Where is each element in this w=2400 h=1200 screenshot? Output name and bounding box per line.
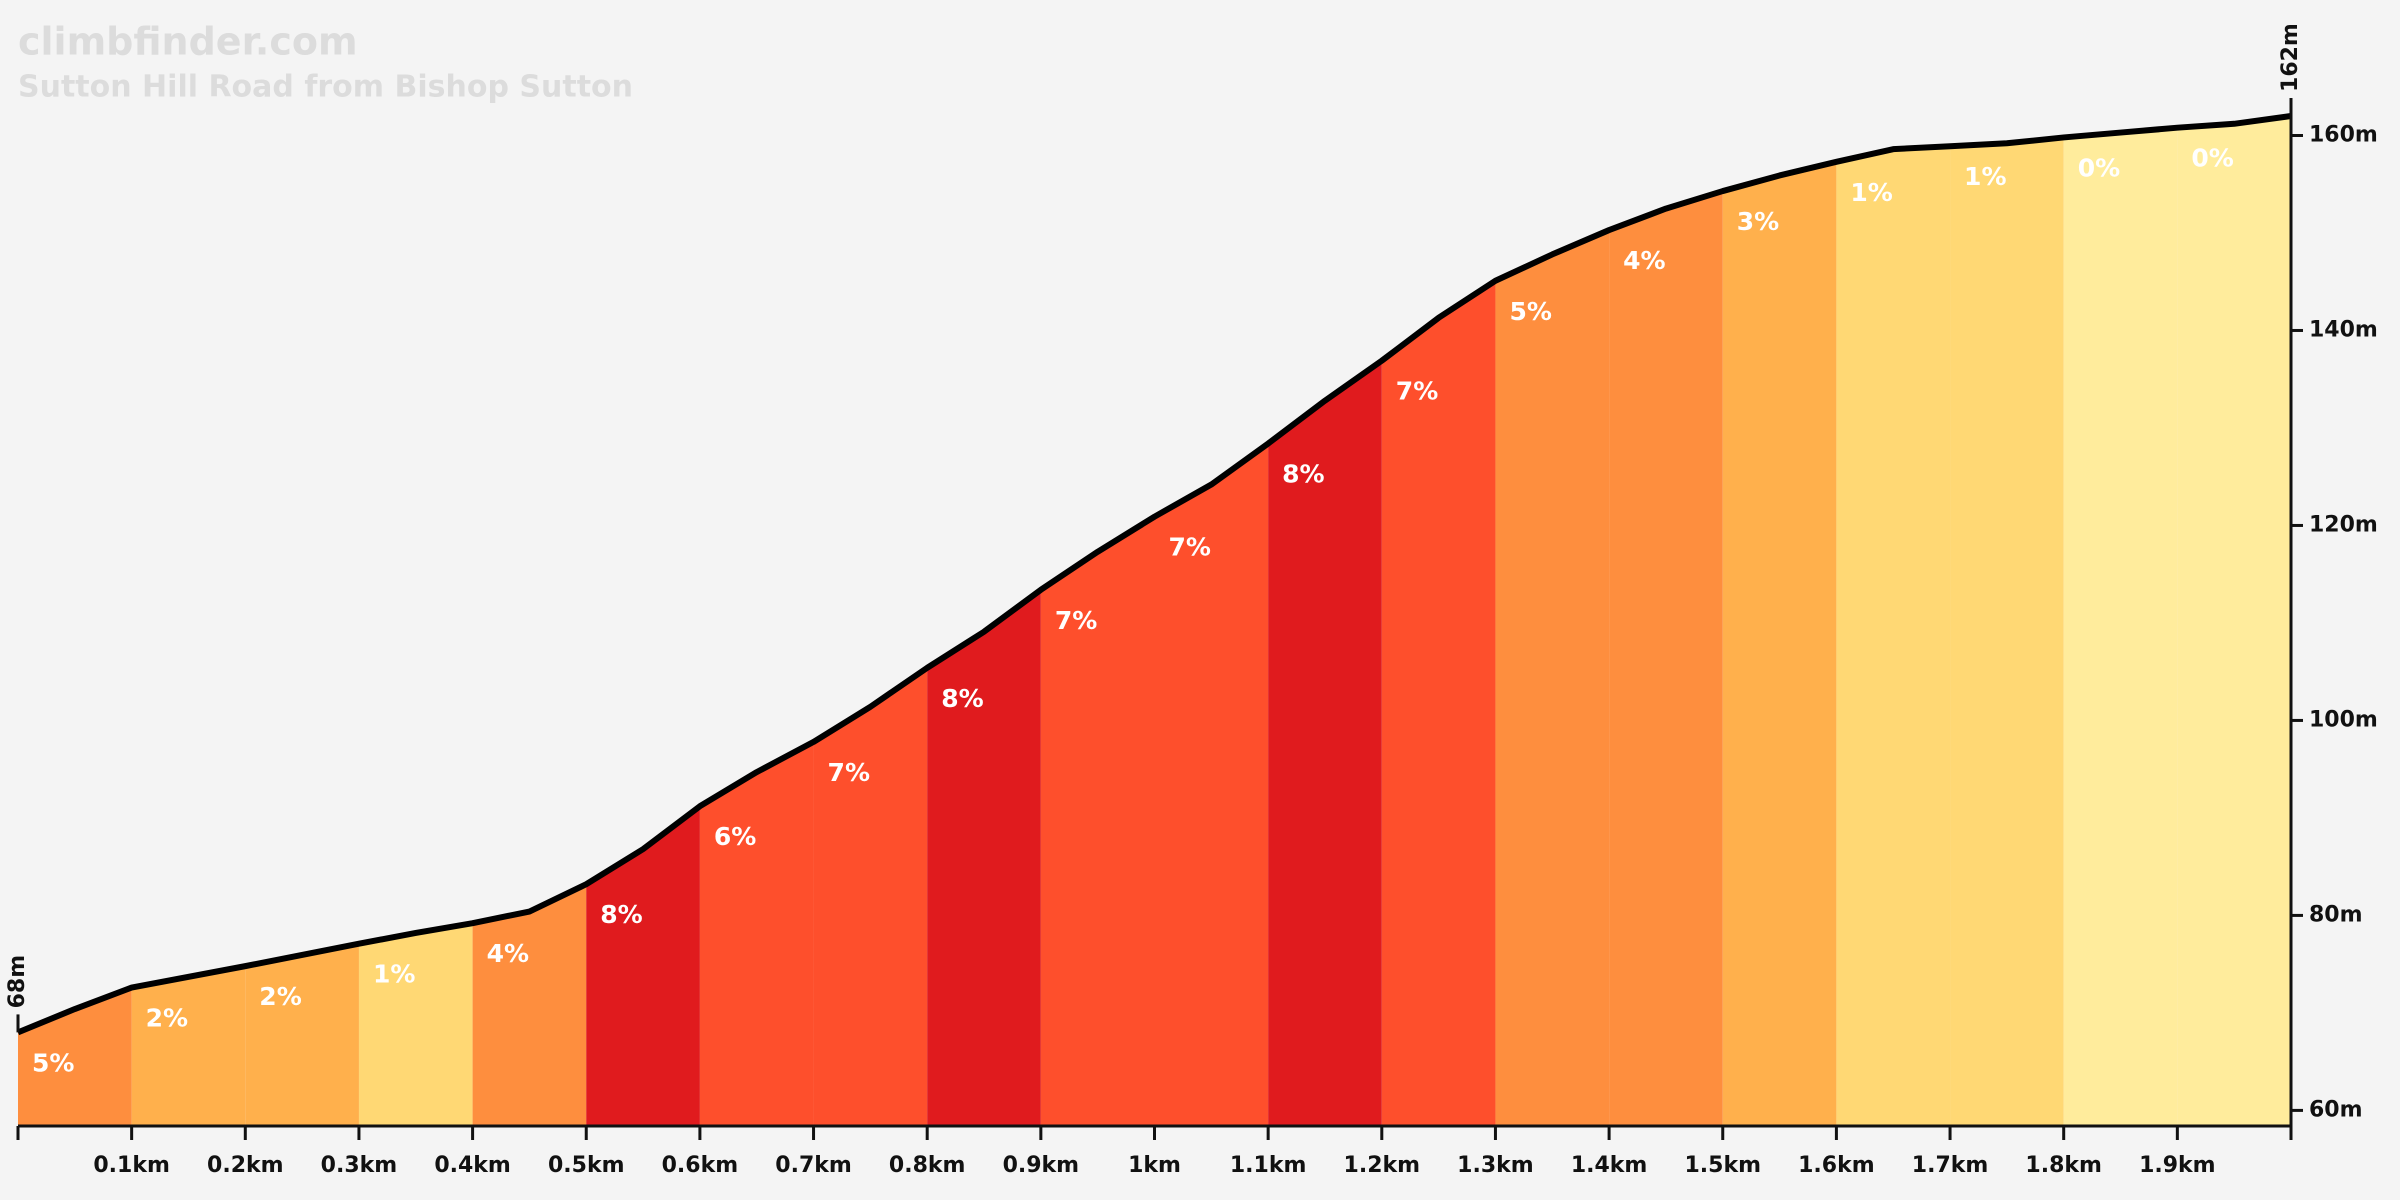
gradient-segment <box>927 115 1041 1126</box>
chart-subtitle: Sutton Hill Road from Bishop Sutton <box>18 70 633 105</box>
gradient-label: 4% <box>487 939 529 968</box>
gradient-segment <box>1381 115 1496 1126</box>
x-tick-label: 0.7km <box>775 1153 852 1178</box>
x-tick-label: 0.8km <box>889 1153 966 1178</box>
gradient-segment <box>1154 115 1269 1126</box>
y-tick-label: 60m <box>2309 1097 2363 1122</box>
x-tick-label: 0.5km <box>548 1153 625 1178</box>
gradient-segment <box>1495 115 1610 1126</box>
gradient-label: 1% <box>1850 178 1892 207</box>
gradient-label: 3% <box>1737 207 1779 236</box>
gradient-segment <box>586 115 700 1126</box>
gradient-label: 6% <box>714 822 756 851</box>
gradient-segment <box>813 115 928 1126</box>
gradient-label: 7% <box>1396 377 1438 406</box>
gradient-segment <box>1722 115 1837 1126</box>
x-tick-label: 1.2km <box>1344 1153 1421 1178</box>
gradient-segment <box>2177 115 2291 1126</box>
gradient-segments <box>18 115 2291 1126</box>
gradient-label: 8% <box>941 684 983 713</box>
elevation-line <box>16 113 2292 1036</box>
y-tick-label: 140m <box>2309 317 2378 342</box>
gradient-label: 0% <box>2191 144 2233 173</box>
gradient-label: 8% <box>600 900 642 929</box>
gradient-label: 1% <box>373 960 415 989</box>
gradient-segment <box>131 115 246 1126</box>
gradient-label: 7% <box>1169 533 1211 562</box>
gradient-segment <box>18 115 132 1126</box>
x-tick-label: 1.5km <box>1684 1153 1761 1178</box>
gradient-segment <box>699 115 814 1126</box>
gradient-label: 2% <box>259 982 301 1011</box>
gradient-label: 8% <box>1282 460 1324 489</box>
x-tick-label: 1.8km <box>2025 1153 2102 1178</box>
gradient-segment <box>1609 115 1723 1126</box>
x-tick-label: 0.3km <box>321 1153 398 1178</box>
gradient-label: 1% <box>1964 162 2006 191</box>
gradient-label: 2% <box>146 1004 188 1033</box>
endpoint-label: 68m <box>5 955 30 1009</box>
x-tick-label: 1.6km <box>1798 1153 1875 1178</box>
gradient-label: 0% <box>2078 153 2120 182</box>
gradient-segment <box>2063 115 2178 1126</box>
y-tick-label: 80m <box>2309 902 2363 927</box>
x-tick-label: 1.7km <box>1912 1153 1989 1178</box>
gradient-segment <box>1268 115 1382 1126</box>
x-tick-label: 0.9km <box>1003 1153 1080 1178</box>
y-tick-label: 160m <box>2309 122 2378 147</box>
chart-title: climbfinder.com <box>18 20 358 64</box>
x-tick-label: 0.2km <box>207 1153 284 1178</box>
x-tick-label: 1km <box>1128 1153 1181 1178</box>
gradient-label: 7% <box>828 758 870 787</box>
x-tick-label: 1.3km <box>1457 1153 1534 1178</box>
gradient-segment <box>1950 115 2064 1126</box>
x-tick-label: 0.6km <box>662 1153 739 1178</box>
x-tick-label: 0.4km <box>434 1153 511 1178</box>
gradient-label: 5% <box>1509 297 1551 326</box>
x-tick-label: 1.4km <box>1571 1153 1648 1178</box>
y-tick-label: 120m <box>2309 512 2378 537</box>
gradient-label: 7% <box>1055 606 1097 635</box>
x-tick-label: 0.1km <box>93 1153 170 1178</box>
endpoint-label: 162m <box>2278 23 2303 92</box>
x-tick-label: 1.1km <box>1230 1153 1307 1178</box>
gradient-label: 4% <box>1623 246 1665 275</box>
gradient-segment <box>1836 115 1951 1126</box>
gradient-label: 5% <box>32 1048 74 1077</box>
x-tick-label: 1.9km <box>2139 1153 2216 1178</box>
y-tick-label: 100m <box>2309 707 2378 732</box>
